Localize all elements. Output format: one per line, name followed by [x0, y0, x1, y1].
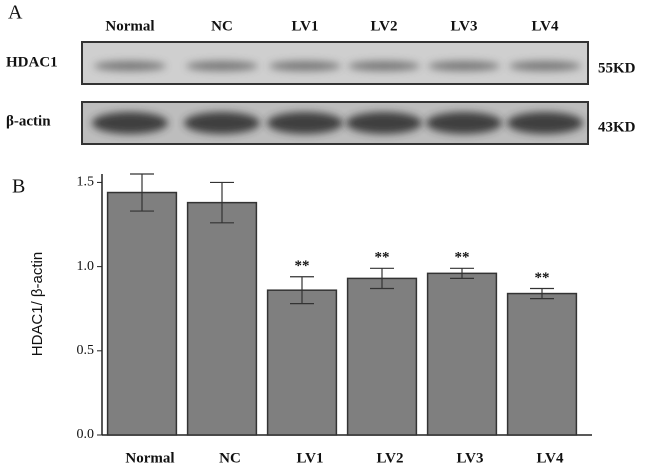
annotation: **	[375, 250, 390, 266]
blot: Normal NC LV1 LV2 LV3 LV4 HDAC1 55KD β-actin 43KD	[6, 18, 636, 135]
bar	[186, 201, 258, 436]
band	[348, 61, 420, 71]
size-label: 55KD	[598, 60, 636, 76]
annotation: **	[535, 270, 550, 286]
band	[509, 61, 581, 71]
band	[267, 112, 343, 134]
size-label: 43KD	[598, 119, 636, 135]
lane-label: LV2	[371, 18, 398, 34]
lane-label: Normal	[105, 18, 154, 34]
annotation: **	[295, 258, 310, 274]
chart: HDAC1/ β-actin 0.0 0.5 1.0 1.5 Normal NC LV1 **…	[29, 173, 592, 466]
annotation: **	[455, 250, 470, 266]
blot-frame	[81, 41, 589, 85]
x-tick-label: LV1	[297, 450, 324, 466]
lane-label: LV4	[532, 18, 559, 34]
band	[426, 112, 502, 134]
panel-label: A	[8, 2, 23, 24]
row-label: β-actin	[6, 113, 51, 129]
x-tick-label: LV4	[537, 450, 564, 466]
x-tick-label: NC	[219, 450, 241, 466]
panel-label: B	[12, 176, 25, 198]
x-tick-label: Normal	[125, 450, 174, 466]
row-label: HDAC1	[6, 54, 58, 70]
bar	[266, 289, 338, 436]
band	[92, 112, 168, 134]
x-tick-label: LV3	[457, 450, 484, 466]
y-axis-label: HDAC1/ β-actin	[29, 252, 46, 357]
bar	[426, 272, 498, 436]
band	[346, 112, 422, 134]
band	[94, 61, 166, 71]
bar	[106, 191, 178, 436]
lane-label: LV3	[451, 18, 478, 34]
band	[186, 61, 258, 71]
y-tick-label: 1.5	[77, 175, 95, 190]
band	[507, 112, 583, 134]
lane-label: NC	[211, 18, 233, 34]
y-tick-label: 0.5	[77, 343, 95, 358]
band	[428, 61, 500, 71]
bar	[506, 292, 578, 436]
x-tick-label: LV2	[377, 450, 404, 466]
band	[184, 112, 260, 134]
y-tick-label: 0.0	[77, 427, 95, 442]
band	[269, 61, 341, 71]
lane-label: LV1	[292, 18, 319, 34]
bar	[346, 277, 418, 436]
y-tick-label: 1.0	[77, 259, 95, 274]
